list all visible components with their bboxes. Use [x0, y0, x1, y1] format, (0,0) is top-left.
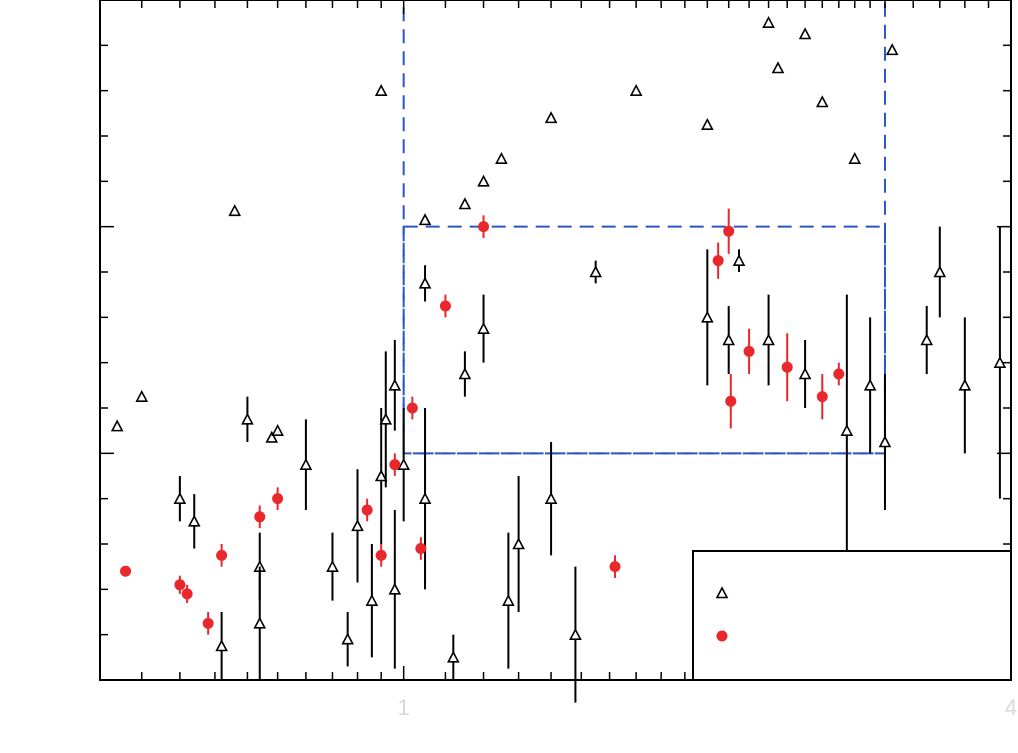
triangle-marker — [762, 15, 775, 28]
triangle-marker — [544, 111, 558, 124]
triangle-marker — [771, 61, 785, 74]
triangle-marker — [993, 355, 1007, 368]
triangle-marker — [418, 276, 432, 289]
triangle-marker — [228, 204, 242, 217]
circle-marker — [781, 361, 793, 373]
triangle-marker — [477, 321, 490, 334]
triangle-marker — [840, 423, 854, 436]
circle-marker — [833, 368, 845, 380]
circle-marker — [406, 402, 418, 414]
circle-marker — [478, 221, 490, 233]
triangle-marker — [374, 469, 388, 482]
triangle-marker — [458, 367, 472, 380]
circle-marker — [361, 504, 373, 516]
triangle-marker — [418, 491, 432, 504]
circle-marker — [609, 561, 621, 573]
legend-box — [692, 550, 1012, 681]
triangle-marker — [495, 151, 508, 164]
triangle-marker — [878, 435, 892, 448]
triangle-marker — [629, 83, 643, 96]
highlight-boxes — [402, 0, 886, 455]
triangle-marker — [798, 27, 812, 40]
legend — [692, 550, 1012, 681]
triangle-marker — [241, 412, 254, 425]
triangle-marker — [253, 616, 267, 629]
circle-marker — [712, 255, 724, 267]
circle-marker — [272, 493, 284, 505]
circle-marker — [725, 395, 737, 407]
triangle-marker — [215, 639, 228, 652]
triangle-marker — [920, 333, 934, 346]
triangle-marker — [187, 514, 201, 527]
triangle-marker — [798, 367, 812, 380]
triangle-marker — [701, 310, 714, 323]
triangle-marker — [732, 253, 746, 266]
circle-marker — [254, 511, 266, 523]
triangle-marker — [341, 632, 354, 645]
circle-marker — [816, 391, 828, 403]
triangle-marker — [589, 265, 602, 278]
triangle-marker — [388, 582, 402, 595]
triangle-marker — [299, 457, 313, 470]
triangle-marker — [458, 197, 472, 210]
plot-frame — [99, 0, 1012, 681]
circle-marker — [174, 579, 186, 591]
circle-marker — [415, 543, 427, 555]
circle-marker — [723, 225, 735, 237]
circle-marker — [216, 549, 228, 561]
triangle-marker — [397, 457, 410, 470]
triangle-marker — [379, 412, 393, 425]
triangle-marker — [762, 333, 775, 346]
triangle-marker — [351, 519, 364, 532]
triangle-marker — [173, 491, 187, 504]
legend-circle-icon — [716, 630, 728, 642]
triangle-marker — [863, 378, 877, 391]
triangle-marker — [544, 491, 558, 504]
circle-marker — [439, 300, 451, 312]
triangle-marker — [271, 423, 284, 436]
circle-marker — [389, 459, 401, 471]
triangle-marker — [933, 265, 947, 278]
circle-marker — [120, 565, 132, 577]
series-1 — [120, 208, 845, 635]
circle-marker — [375, 549, 387, 561]
triangle-marker — [848, 151, 862, 164]
triangle-marker — [265, 430, 279, 443]
triangle-marker — [569, 627, 582, 640]
triangle-marker — [365, 593, 379, 606]
triangle-marker — [701, 117, 714, 130]
triangle-marker — [326, 559, 339, 572]
triangle-marker — [512, 537, 525, 550]
circle-marker — [743, 345, 755, 357]
triangle-marker — [110, 419, 124, 432]
triangle-marker — [135, 389, 149, 402]
legend-triangle-icon — [715, 586, 729, 599]
triangle-marker — [374, 83, 388, 96]
circle-marker — [181, 588, 193, 600]
triangle-marker — [815, 95, 829, 108]
triangle-marker — [477, 174, 490, 187]
triangle-marker — [446, 650, 460, 663]
highlight-box-1 — [402, 225, 886, 455]
triangle-marker — [502, 593, 515, 606]
triangle-marker — [388, 378, 402, 391]
x-tick-label: 4 — [1005, 695, 1017, 720]
x-tick-label: 1 — [398, 695, 410, 720]
triangle-marker — [958, 378, 972, 391]
circle-marker — [202, 617, 214, 629]
triangle-marker — [885, 43, 899, 56]
triangle-marker — [418, 213, 432, 226]
triangle-marker — [722, 333, 736, 346]
